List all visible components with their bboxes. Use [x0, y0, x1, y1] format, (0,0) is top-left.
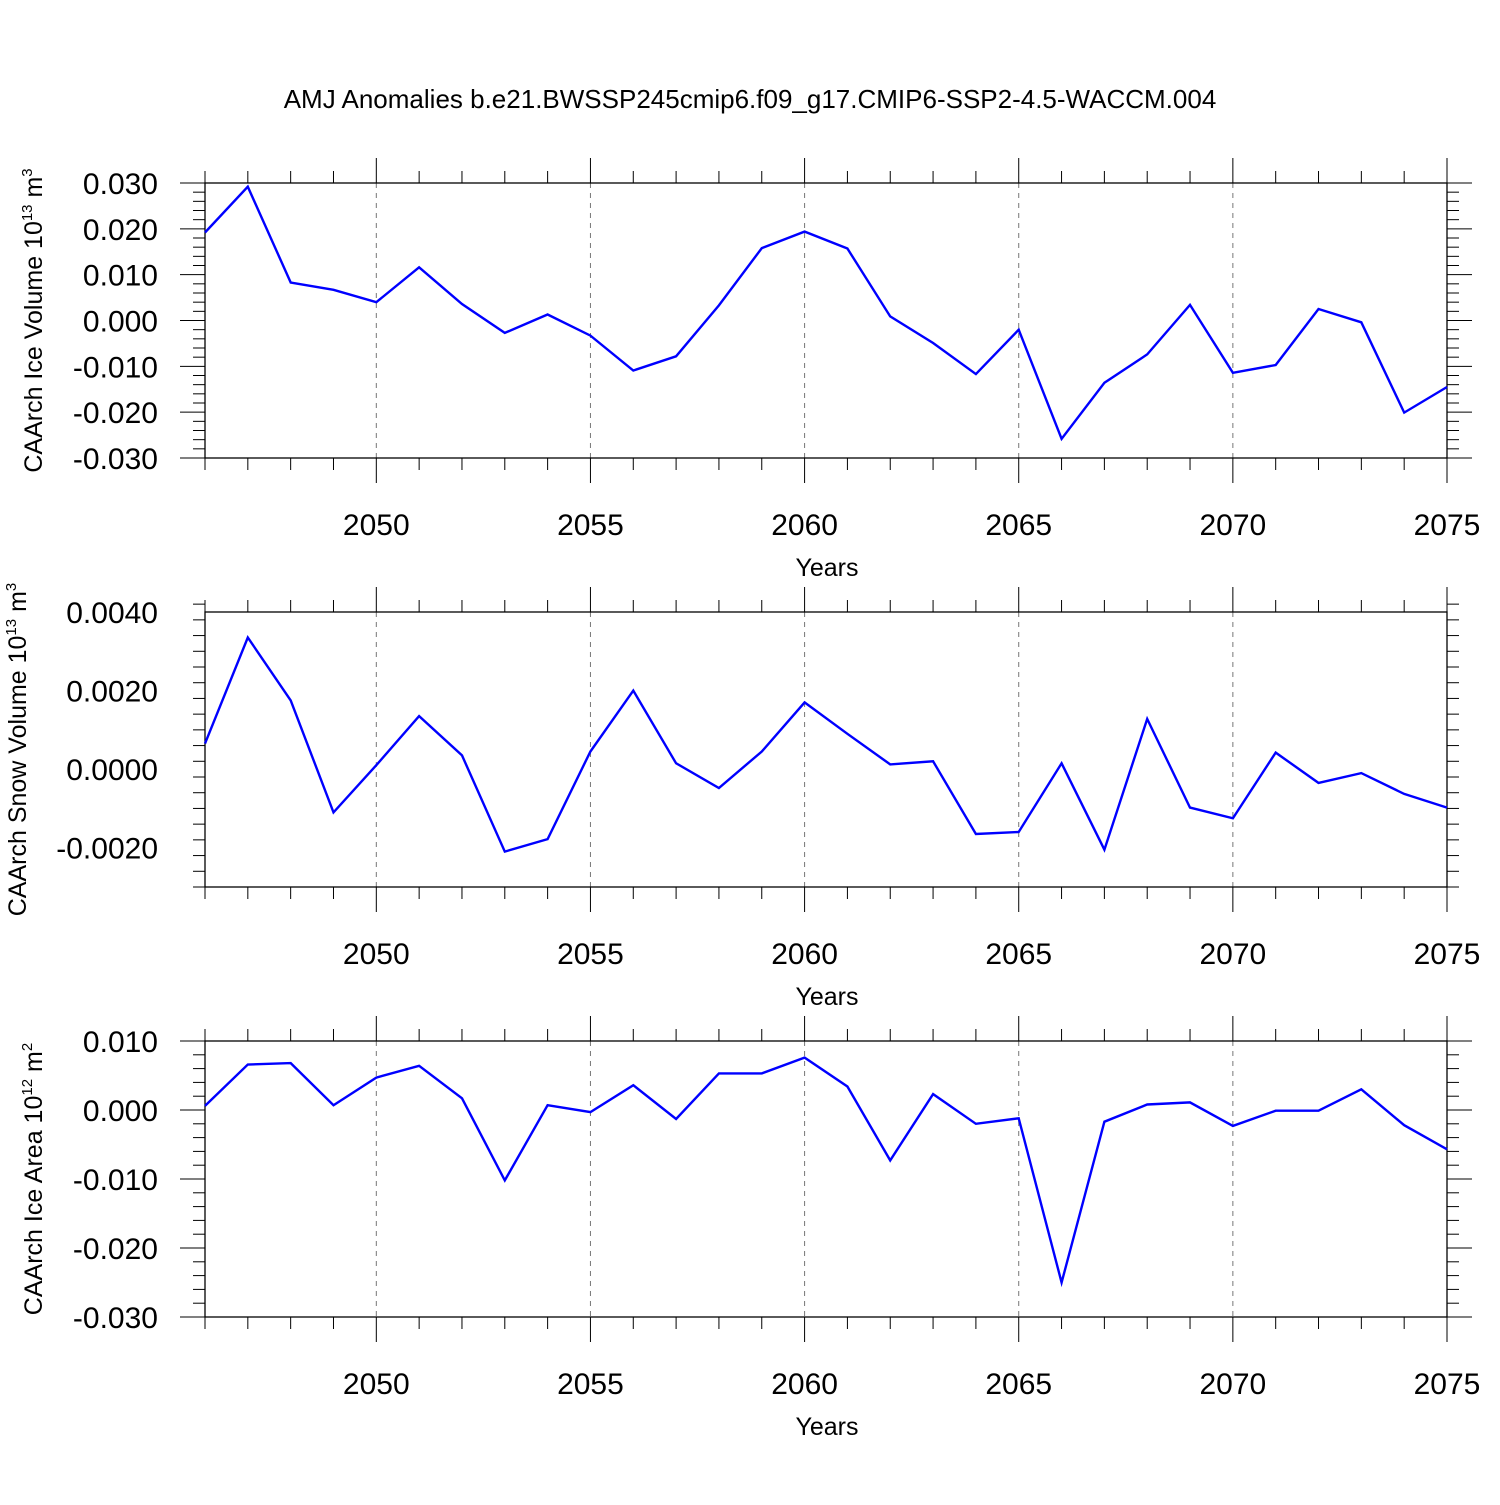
x-tick-label: 2070 [1199, 509, 1266, 542]
data-series-line [204, 1056, 1448, 1288]
chart-panel-1: -0.030 -0.020 -0.010 0.000 0.010 0.020 0.030 20… [19, 158, 1480, 582]
plot-frame [204, 182, 1448, 459]
y-tick-label: 0.0000 [66, 754, 158, 787]
x-axis-label: Years [795, 1413, 858, 1441]
x-tick-label: 2055 [557, 1368, 624, 1401]
y-tick-label: 0.020 [83, 214, 158, 247]
plot-frame [204, 611, 1448, 888]
y-tick-label: 0.0020 [66, 676, 158, 709]
x-tick-label: 2050 [343, 1368, 410, 1401]
y-tick-label: 0.010 [83, 260, 158, 293]
x-tick-label: 2065 [985, 938, 1052, 971]
x-tick-label: 2050 [343, 509, 410, 542]
y-tick-label: 0.030 [83, 168, 158, 201]
y-axis-label: CAArch Ice Volume 1013 m3 [19, 168, 48, 472]
x-tick-label: 2065 [985, 1368, 1052, 1401]
chart-panel-3: -0.030 -0.020 -0.010 0.000 0.010 2050 2055 2060… [19, 1016, 1480, 1441]
plot-frame [204, 1040, 1448, 1318]
chart-panel-2: -0.0020 0.0000 0.0020 0.0040 2050 2055 2060 206… [3, 583, 1480, 1011]
x-tick-label: 2065 [985, 509, 1052, 542]
y-tick-label: -0.030 [73, 443, 158, 476]
x-tick-label: 2060 [771, 1368, 838, 1401]
x-tick-label: 2060 [771, 938, 838, 971]
x-tick-label: 2070 [1199, 938, 1266, 971]
x-tick-label: 2055 [557, 509, 624, 542]
y-tick-label: -0.020 [73, 1233, 158, 1266]
y-axis-label: CAArch Snow Volume 1013 m3 [3, 583, 32, 917]
x-axis-label: Years [795, 983, 858, 1011]
x-tick-label: 2075 [1414, 509, 1481, 542]
x-tick-label: 2075 [1414, 1368, 1481, 1401]
x-tick-label: 2075 [1414, 938, 1481, 971]
y-tick-label: 0.0040 [66, 597, 158, 630]
y-tick-label: 0.010 [83, 1026, 158, 1059]
x-tick-label: 2060 [771, 509, 838, 542]
y-tick-label: 0.000 [83, 1095, 158, 1128]
y-tick-label: 0.000 [83, 306, 158, 339]
x-tick-label: 2050 [343, 938, 410, 971]
data-series-line [203, 634, 1448, 854]
x-tick-label: 2055 [557, 938, 624, 971]
x-tick-label: 2070 [1199, 1368, 1266, 1401]
chart-title: AMJ Anomalies b.e21.BWSSP245cmip6.f09_g1… [284, 84, 1217, 114]
x-axis-label: Years [795, 554, 858, 582]
chart-panels: -0.030 -0.020 -0.010 0.000 0.010 0.020 0.030 20… [3, 158, 1480, 1441]
y-tick-label: -0.0020 [56, 833, 158, 866]
y-tick-label: -0.010 [73, 351, 158, 384]
y-tick-label: -0.030 [73, 1302, 158, 1335]
y-tick-label: -0.020 [73, 397, 158, 430]
data-series-line [204, 184, 1448, 442]
y-tick-label: -0.010 [73, 1164, 158, 1197]
y-axis-label: CAArch Ice Area 1012 m2 [19, 1043, 48, 1315]
